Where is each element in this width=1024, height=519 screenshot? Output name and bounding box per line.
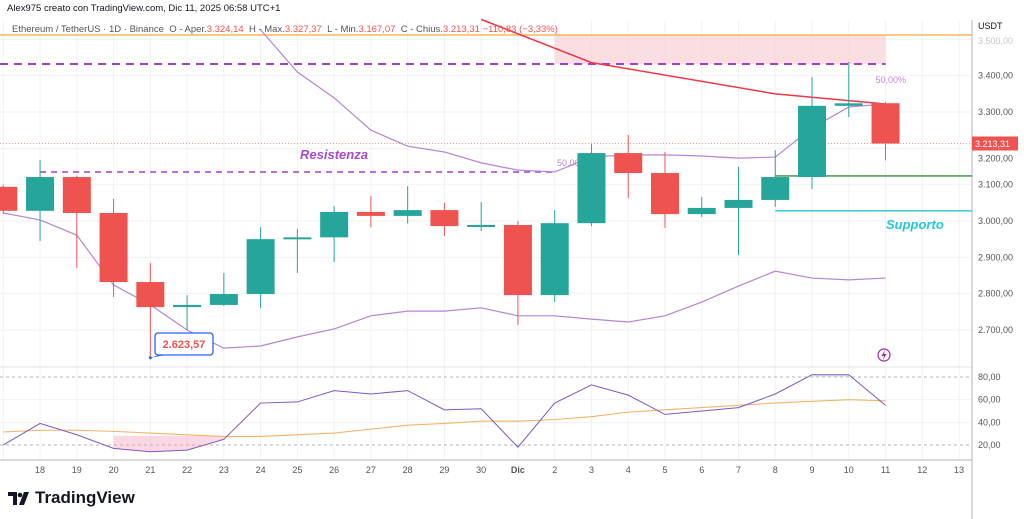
fib-zone [554, 34, 886, 65]
date-axis-label: 21 [145, 465, 155, 475]
low-label: L - Min. [327, 24, 359, 35]
price-axis-unit: USDT [978, 21, 1003, 31]
candle-body [356, 211, 385, 216]
candle-body [540, 223, 569, 296]
candle-body [871, 103, 900, 144]
rsi-axis-label: 80,00 [978, 372, 1001, 382]
date-axis-label: 22 [182, 465, 192, 475]
date-axis-label: 29 [439, 465, 449, 475]
candle-body [650, 173, 679, 215]
candle-body [614, 153, 643, 174]
ohlc-legend: Ethereum / TetherUS · 1D · Binance O - A… [12, 24, 558, 35]
price-axis-label: 3.100,00 [978, 180, 1013, 190]
chart-credit: Alex975 creato con TradingView.com, Dic … [7, 3, 281, 14]
close-label: C - Chius. [400, 24, 443, 35]
rsi-axis-label: 20,00 [978, 440, 1001, 450]
price-axis-label: 2.700,00 [978, 325, 1013, 335]
price-axis-label: 2.900,00 [978, 252, 1013, 262]
date-axis-label: 19 [72, 465, 82, 475]
candle-body [798, 105, 827, 178]
candle-body [724, 199, 753, 208]
bb-upper-line [260, 29, 886, 173]
date-axis-label: 6 [699, 465, 704, 475]
last-price-tag [972, 136, 1018, 151]
price-axis-label: 3.200,00 [978, 154, 1013, 164]
candle-body [320, 211, 349, 238]
low-value: 3.167,07 [358, 24, 396, 35]
rsi-oversold-fill [113, 435, 224, 452]
candle-body [430, 210, 459, 227]
date-axis-label: 3 [589, 465, 594, 475]
date-axis-label: 12 [917, 465, 927, 475]
change-value: −110,83 (−3,33%) [482, 24, 558, 35]
low-callout-label: 2.623,57 [163, 339, 206, 351]
date-axis-label: 7 [736, 465, 741, 475]
trend-line [480, 18, 886, 105]
date-axis-label: 27 [366, 465, 376, 475]
candle-body [687, 207, 716, 215]
candle-body [26, 177, 55, 211]
date-axis-label: 26 [329, 465, 339, 475]
candle-body [503, 224, 532, 296]
candle-body [393, 210, 422, 216]
candle-body [761, 177, 790, 200]
date-axis-label: 8 [773, 465, 778, 475]
date-axis-label: 5 [662, 465, 667, 475]
date-axis-label: 20 [109, 465, 119, 475]
rsi-axis-label: 40,00 [978, 417, 1001, 427]
fib-label-mid: 50,00% [557, 158, 588, 168]
last-price-tag-label: 3.213,31 [975, 139, 1010, 149]
rsi-line [3, 374, 886, 453]
candle-body [467, 224, 496, 227]
candle-body [834, 103, 863, 106]
open-label: O - Aper. [169, 24, 207, 35]
fib-label-top: 50,00% [876, 75, 907, 85]
date-axis-label: 25 [292, 465, 302, 475]
tradingview-logo-icon [8, 491, 29, 505]
candle-body [246, 239, 275, 295]
candle-body [209, 294, 238, 305]
lightning-icon-glyph [881, 350, 887, 360]
date-axis-label: 30 [476, 465, 486, 475]
date-axis-label: 18 [35, 465, 45, 475]
candle-body [99, 213, 128, 283]
high-label: H - Max. [248, 24, 285, 35]
low-callout-pointer [150, 355, 166, 358]
rsi-ma-line [3, 399, 886, 438]
support-label: Supporto [886, 217, 944, 232]
date-axis-label: Dic [511, 465, 525, 475]
date-axis-label: 13 [954, 465, 964, 475]
tradingview-logo[interactable]: TradingView [8, 488, 135, 508]
low-callout-box [154, 332, 214, 356]
candle-body [283, 237, 312, 240]
candle-body [577, 153, 606, 224]
high-value: 3.327,37 [284, 24, 322, 35]
open-value: 3.324,14 [206, 24, 244, 35]
date-axis-label: 9 [810, 465, 815, 475]
candle-body [62, 177, 91, 214]
rsi-axis-label: 60,00 [978, 395, 1001, 405]
price-axis-label: 3.400,00 [978, 71, 1013, 81]
rsi-overbought-fill [812, 374, 849, 377]
candle-body [0, 186, 18, 211]
date-axis-label: 24 [256, 465, 266, 475]
date-axis-label: 23 [219, 465, 229, 475]
date-axis-label: 2 [552, 465, 557, 475]
price-axis-label: 3.300,00 [978, 107, 1013, 117]
symbol-info[interactable]: Ethereum / TetherUS · 1D · Binance [12, 24, 164, 35]
candle-body [173, 304, 202, 308]
resistance-label: Resistenza [300, 147, 368, 162]
price-axis-label: 3.000,00 [978, 216, 1013, 226]
candle-body [136, 282, 165, 308]
price-axis-label: 2.800,00 [978, 289, 1013, 299]
date-axis-label: 11 [881, 465, 890, 475]
date-axis-label: 10 [844, 465, 854, 475]
date-axis-label: 28 [403, 465, 413, 475]
brand-name: TradingView [35, 488, 135, 507]
date-axis-label: 4 [626, 465, 631, 475]
close-value: 3.213,31 [442, 24, 480, 35]
price-axis-label: 3.500,00 [978, 36, 1013, 46]
